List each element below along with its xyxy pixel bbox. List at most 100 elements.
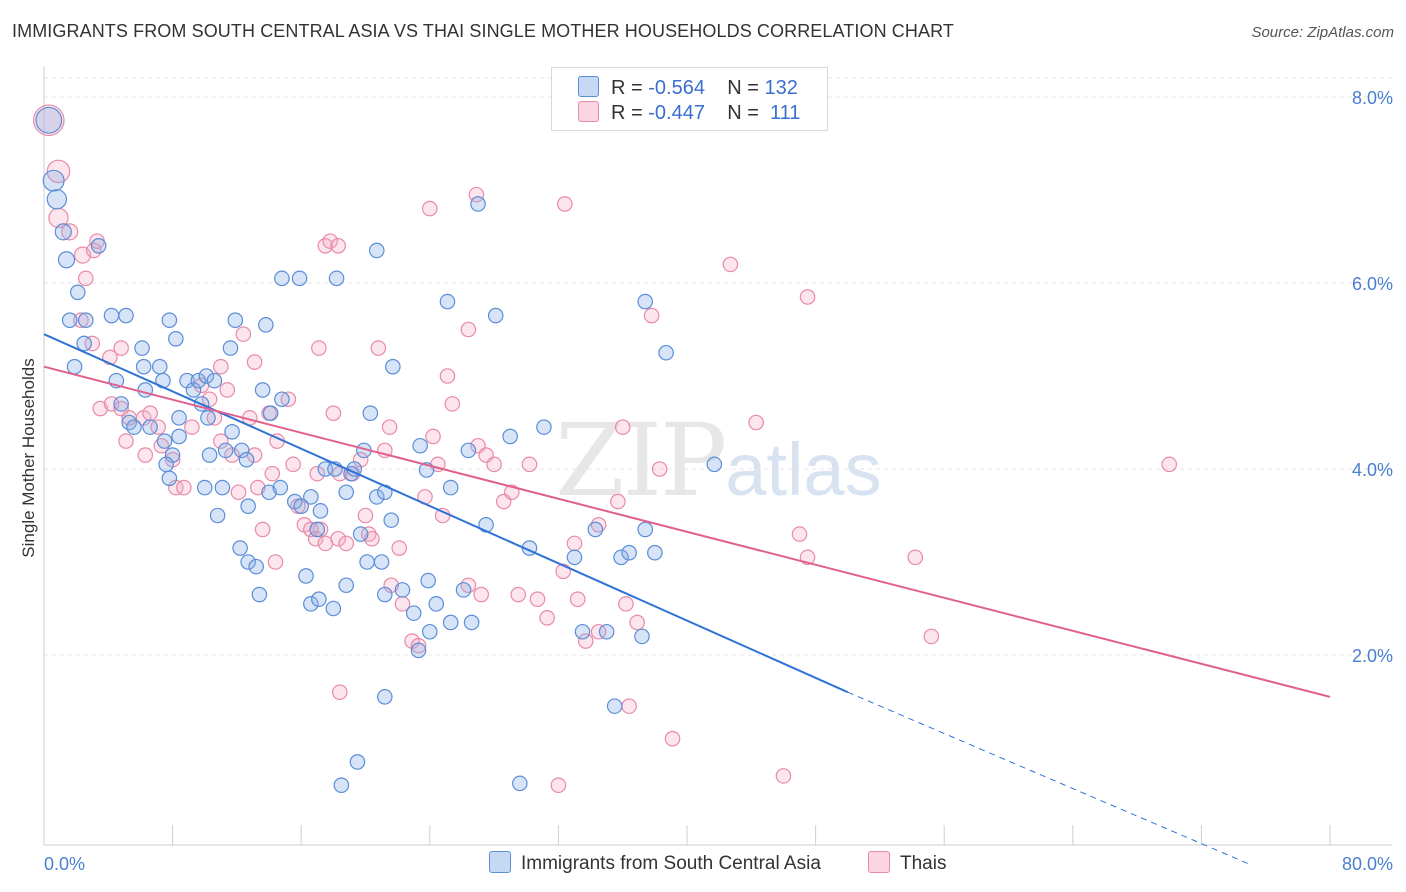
data-point xyxy=(349,754,366,770)
series-swatch-pink xyxy=(868,851,890,873)
data-point xyxy=(118,307,134,324)
data-point xyxy=(410,637,427,654)
data-point xyxy=(33,104,65,137)
data-point xyxy=(274,270,290,287)
data-point xyxy=(610,493,626,510)
data-point xyxy=(150,419,166,435)
data-point xyxy=(460,321,477,338)
data-point xyxy=(201,447,218,463)
data-point xyxy=(303,596,319,612)
data-point xyxy=(651,461,668,477)
data-point xyxy=(421,200,438,217)
data-point xyxy=(84,335,101,352)
trend-line-immigrants xyxy=(43,333,849,694)
data-point xyxy=(368,489,385,505)
data-point xyxy=(439,293,456,310)
legend-swatch-blue xyxy=(578,76,599,97)
data-point xyxy=(590,623,607,640)
data-point xyxy=(352,526,369,542)
data-point xyxy=(135,358,152,375)
data-point xyxy=(217,442,234,459)
data-point xyxy=(161,470,178,487)
data-point xyxy=(254,521,271,538)
data-point xyxy=(566,535,583,552)
data-point xyxy=(1161,456,1178,473)
data-point xyxy=(376,586,393,603)
series-legend-immigrants: Immigrants from South Central Asia xyxy=(489,851,821,875)
data-point xyxy=(142,419,158,435)
data-point xyxy=(420,572,436,589)
data-point xyxy=(262,405,279,421)
legend-n-value: 111 xyxy=(770,102,801,124)
data-point xyxy=(311,340,327,356)
trend-lines xyxy=(43,333,1331,865)
data-point xyxy=(176,479,192,496)
data-point xyxy=(103,307,120,324)
data-point xyxy=(76,335,92,352)
data-point xyxy=(206,372,223,389)
data-point xyxy=(376,689,393,705)
data-point xyxy=(502,428,518,445)
immigrants-points xyxy=(35,106,723,793)
trend-extension-immigrants xyxy=(847,691,1250,865)
data-point xyxy=(325,600,342,617)
data-point xyxy=(486,456,502,473)
data-point xyxy=(66,358,83,375)
data-point xyxy=(394,582,411,598)
data-point xyxy=(311,591,327,607)
data-point xyxy=(219,382,236,398)
data-point xyxy=(722,256,739,273)
data-point xyxy=(510,586,527,603)
data-point xyxy=(213,433,229,449)
data-point xyxy=(359,554,375,570)
data-point xyxy=(113,340,129,356)
data-point xyxy=(264,465,281,482)
axis-labels: 2.0% 4.0% 6.0% 8.0% 0.0% 80.0% Single Mother H… xyxy=(19,88,1393,874)
data-point xyxy=(213,358,229,375)
data-point xyxy=(57,251,76,269)
data-point xyxy=(235,326,252,342)
data-point xyxy=(198,368,215,384)
y-axis-title: Single Mother Households xyxy=(19,358,38,557)
data-point xyxy=(230,484,247,501)
data-point xyxy=(362,405,379,421)
data-point xyxy=(463,614,480,631)
data-point xyxy=(272,479,289,496)
data-point xyxy=(368,242,385,259)
data-point xyxy=(126,419,142,435)
legend-n-label: N = xyxy=(727,102,759,124)
data-point xyxy=(621,544,637,561)
data-point xyxy=(190,372,207,389)
data-point xyxy=(598,623,615,640)
data-point xyxy=(923,628,940,645)
data-point xyxy=(293,498,309,514)
data-point xyxy=(664,730,681,747)
data-point xyxy=(907,549,924,566)
data-point xyxy=(209,507,226,524)
y-tick-label: 6.0% xyxy=(1352,274,1393,294)
data-point xyxy=(184,419,200,435)
data-point xyxy=(614,419,631,435)
source-credit: Source: ZipAtlas.com xyxy=(1251,24,1394,41)
data-point xyxy=(42,169,65,192)
data-point xyxy=(637,293,654,310)
data-point xyxy=(185,382,202,398)
data-point xyxy=(171,428,187,445)
data-point xyxy=(621,698,637,714)
y-tick-label: 4.0% xyxy=(1352,460,1393,480)
data-point xyxy=(309,465,326,482)
data-point xyxy=(328,270,345,287)
data-point xyxy=(267,554,284,570)
data-point xyxy=(647,544,663,561)
data-point xyxy=(134,340,150,356)
data-point xyxy=(161,312,178,328)
data-point xyxy=(77,312,94,328)
data-point xyxy=(251,586,268,603)
data-point xyxy=(634,628,650,645)
data-point xyxy=(113,396,129,412)
data-point xyxy=(455,582,472,598)
data-point xyxy=(775,768,792,784)
data-point xyxy=(35,106,63,134)
series-label-thais: Thais xyxy=(900,853,947,874)
